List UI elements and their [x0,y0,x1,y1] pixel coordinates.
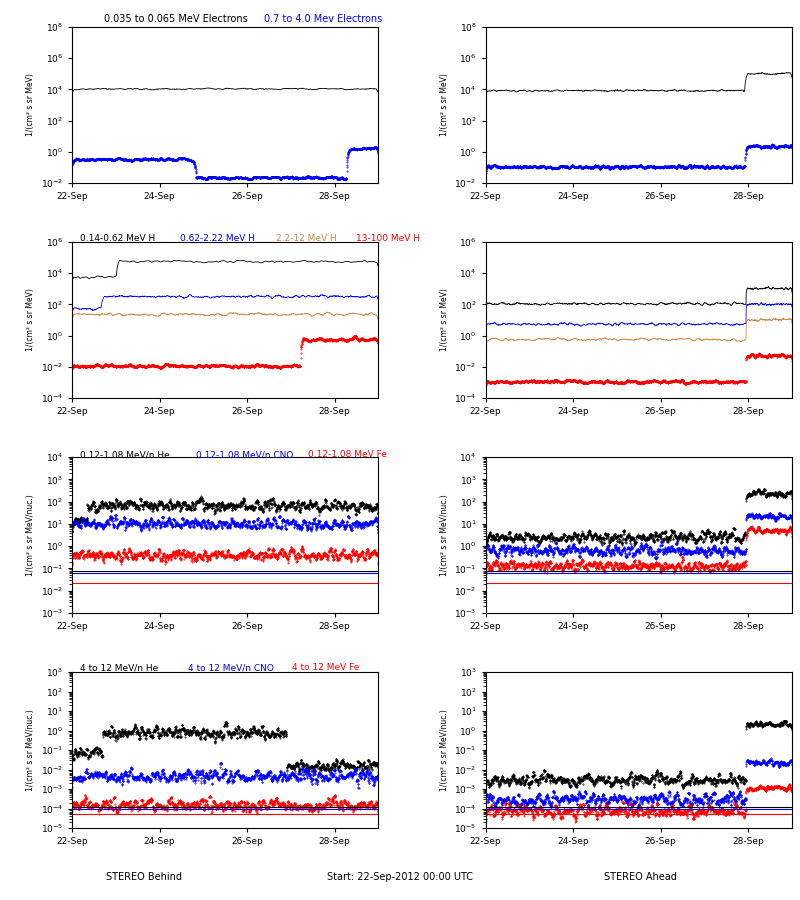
Y-axis label: 1/(cm² s sr MeV): 1/(cm² s sr MeV) [440,74,449,137]
Text: 4 to 12 MeV Fe: 4 to 12 MeV Fe [292,663,359,672]
Text: 0.035 to 0.065 MeV Electrons: 0.035 to 0.065 MeV Electrons [104,14,248,24]
Text: 0.12-1.08 MeV/n He: 0.12-1.08 MeV/n He [80,450,170,459]
Y-axis label: 1/(cm² s sr MeV): 1/(cm² s sr MeV) [26,289,35,351]
Text: 0.12-1.08 MeV Fe: 0.12-1.08 MeV Fe [308,450,387,459]
Text: 0.14-0.62 MeV H: 0.14-0.62 MeV H [80,234,155,243]
Text: 4 to 12 MeV/n CNO: 4 to 12 MeV/n CNO [188,663,274,672]
Y-axis label: 1/(cm² s sr MeV): 1/(cm² s sr MeV) [439,289,449,351]
Text: STEREO Ahead: STEREO Ahead [603,872,677,882]
Y-axis label: 1/(cm² s sr MeV): 1/(cm² s sr MeV) [26,74,35,137]
Y-axis label: 1/(cm² s sr MeV/nuc.): 1/(cm² s sr MeV/nuc.) [439,709,449,791]
Text: 0.12-1.08 MeV/n CNO: 0.12-1.08 MeV/n CNO [196,450,294,459]
Text: STEREO Behind: STEREO Behind [106,872,182,882]
Text: 2.2-12 MeV H: 2.2-12 MeV H [276,234,337,243]
Y-axis label: 1/(cm² s sr MeV/nuc.): 1/(cm² s sr MeV/nuc.) [26,494,35,576]
Y-axis label: 1/(cm² s sr MeV/nuc.): 1/(cm² s sr MeV/nuc.) [440,494,449,576]
Text: 13-100 MeV H: 13-100 MeV H [356,234,420,243]
Text: 0.7 to 4.0 Mev Electrons: 0.7 to 4.0 Mev Electrons [264,14,382,24]
Y-axis label: 1/(cm² s sr MeV/nuc.): 1/(cm² s sr MeV/nuc.) [26,709,35,791]
Text: 4 to 12 MeV/n He: 4 to 12 MeV/n He [80,663,158,672]
Text: 0.62-2.22 MeV H: 0.62-2.22 MeV H [180,234,255,243]
Text: Start: 22-Sep-2012 00:00 UTC: Start: 22-Sep-2012 00:00 UTC [327,872,473,882]
